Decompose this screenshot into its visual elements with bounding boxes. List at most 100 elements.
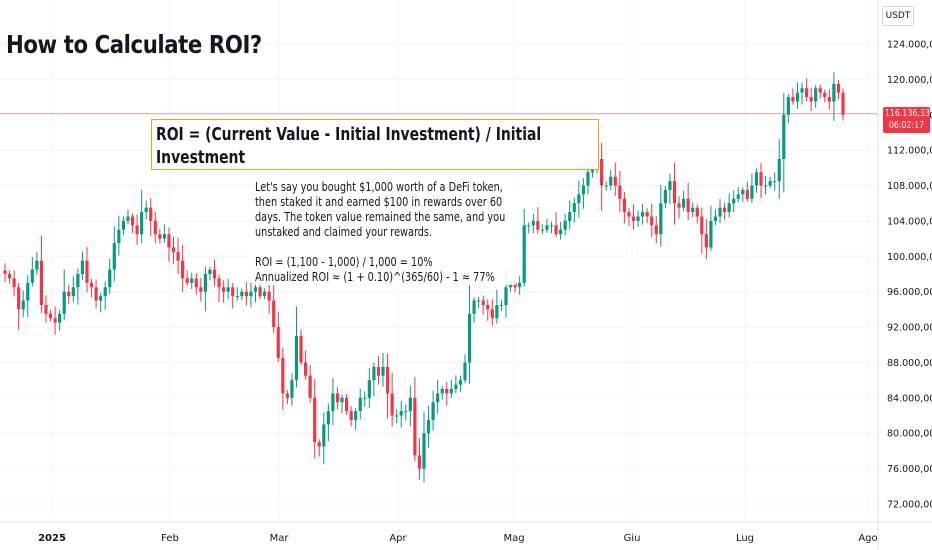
candle-body xyxy=(426,419,431,434)
candle-body xyxy=(276,327,280,359)
candle-body xyxy=(700,216,704,235)
candle-body xyxy=(495,304,499,319)
candle-body xyxy=(713,216,718,221)
candle-body xyxy=(344,397,349,412)
currency-label[interactable]: USDT xyxy=(882,6,914,26)
candle-body xyxy=(449,389,453,394)
candle-body xyxy=(117,229,121,244)
candle-body xyxy=(190,278,194,283)
candle-body xyxy=(654,225,658,235)
candle-body xyxy=(618,185,622,199)
candle-body xyxy=(800,88,804,93)
candle-body xyxy=(326,411,330,425)
candle-body xyxy=(536,220,540,230)
candle-body xyxy=(549,225,554,227)
candle-body xyxy=(85,260,89,283)
candle-body xyxy=(417,455,422,469)
y-tick-label: 88.000,00 xyxy=(887,358,932,369)
candle-body xyxy=(572,203,576,213)
x-tick-label: Ago xyxy=(858,533,877,544)
candle-body xyxy=(80,260,85,274)
annualized-roi-calculation: Annualized ROI ≈ (1 + 0.10)^(365/60) - 1… xyxy=(255,270,495,284)
candle-body xyxy=(290,380,294,398)
candle-body xyxy=(836,83,841,93)
candle-body xyxy=(176,251,180,261)
candle-body xyxy=(26,282,30,301)
candle-body xyxy=(518,282,522,288)
price-axis[interactable]: 124.000,00120.000,00116.000,00112.000,00… xyxy=(877,0,932,550)
candle-body xyxy=(390,393,394,416)
candle-body xyxy=(212,269,217,279)
candle-body xyxy=(108,269,112,288)
candle-body xyxy=(135,225,139,235)
y-tick-label: 72.000,00 xyxy=(887,500,932,511)
candle-body xyxy=(422,433,426,469)
candle-body xyxy=(58,313,62,323)
candle-body xyxy=(112,243,116,270)
candle-body xyxy=(609,176,613,186)
candle-body xyxy=(7,274,12,279)
candle-body xyxy=(613,176,617,186)
candle-body xyxy=(199,287,203,292)
candle-body xyxy=(126,216,130,221)
y-tick-label: 92.000,00 xyxy=(887,323,932,334)
candle-body xyxy=(722,207,727,213)
candle-body xyxy=(695,207,699,217)
candle-body xyxy=(249,291,253,297)
candle-body xyxy=(35,260,39,270)
candle-body xyxy=(732,198,736,204)
roi-formula-box: ROI = (Current Value - Initial Investmen… xyxy=(151,119,599,170)
candle-body xyxy=(222,287,226,292)
candle-body xyxy=(823,92,827,98)
candle-body xyxy=(253,287,258,292)
candle-body xyxy=(563,220,567,230)
candle-body xyxy=(413,397,417,456)
candle-body xyxy=(294,335,299,381)
candle-body xyxy=(235,296,239,298)
candle-body xyxy=(650,216,654,226)
candle-body xyxy=(99,296,103,301)
candle-body xyxy=(768,181,772,186)
candle-body xyxy=(818,88,822,93)
candle-body xyxy=(686,198,690,213)
candle-body xyxy=(358,397,362,412)
candle-body xyxy=(736,194,740,199)
candle-body xyxy=(17,287,21,310)
candle-body xyxy=(777,159,781,182)
candle-body xyxy=(827,97,831,102)
candle-body xyxy=(285,393,289,398)
candle-body xyxy=(691,207,695,213)
candle-body xyxy=(604,185,608,187)
candle-body xyxy=(791,97,795,102)
candle-body xyxy=(53,318,57,323)
candle-body xyxy=(431,402,435,420)
candle-body xyxy=(153,220,157,235)
candle-body xyxy=(636,216,640,221)
candle-body xyxy=(67,291,71,297)
candle-body xyxy=(568,212,572,221)
candle-body xyxy=(231,287,235,297)
candle-body xyxy=(340,397,344,403)
candle-body xyxy=(804,88,809,98)
y-tick-label: 80.000,00 xyxy=(887,429,932,440)
y-tick-label: 112.000,00 xyxy=(887,146,932,157)
candle-body xyxy=(21,300,25,310)
y-tick-label: 84.000,00 xyxy=(887,393,932,404)
candle-body xyxy=(94,287,98,301)
candle-body xyxy=(39,260,44,305)
candle-body xyxy=(372,366,376,381)
candle-body xyxy=(299,335,303,363)
candle-body xyxy=(121,220,126,230)
time-axis[interactable]: 2025 Feb Mar Apr Mag Giu Lug Ago xyxy=(0,521,932,544)
x-tick-label: Mag xyxy=(503,533,524,544)
candle-body xyxy=(226,287,230,292)
candle-body xyxy=(30,269,34,283)
candle-body xyxy=(12,278,16,288)
candle-body xyxy=(367,380,371,398)
chart-title: How to Calculate ROI? xyxy=(6,30,262,59)
y-tick-label: 104.000,00 xyxy=(887,216,932,227)
candle-body xyxy=(395,415,399,417)
candle-body xyxy=(677,203,681,208)
x-tick-label: Mar xyxy=(270,533,290,544)
